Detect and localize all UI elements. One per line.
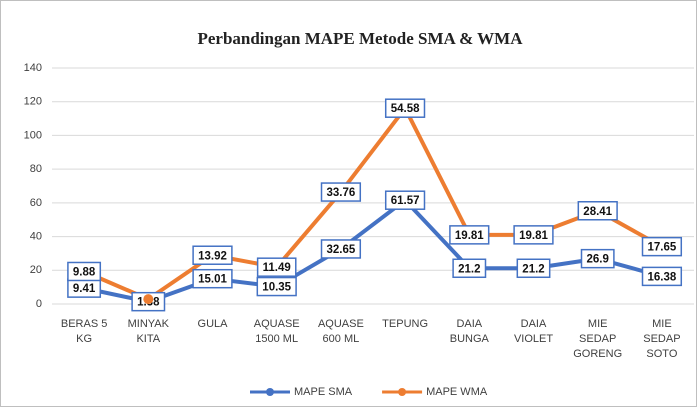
- data-label: 61.57: [384, 190, 426, 210]
- data-label: 21.2: [516, 258, 551, 279]
- data-label-box: [256, 257, 297, 277]
- x-tick-label: MINYAK: [128, 318, 170, 330]
- data-label-box: [384, 190, 426, 210]
- data-label: 16.38: [641, 266, 683, 287]
- data-label: 11.49: [256, 257, 297, 277]
- data-label-box: [641, 266, 683, 287]
- data-label-box: [320, 182, 362, 202]
- y-tick-label: 40: [30, 230, 42, 242]
- data-label: 15.01: [192, 268, 233, 289]
- data-label-text: 11.49: [263, 262, 291, 274]
- data-label-text: 17.65: [648, 242, 677, 254]
- data-label: 33.76: [320, 182, 362, 202]
- data-label-box: [452, 258, 487, 279]
- x-tick-label: SEDAP: [579, 333, 616, 345]
- data-label-text: 19.81: [455, 230, 484, 242]
- x-tick-label: DAIA: [456, 318, 482, 330]
- data-label-box: [641, 236, 683, 257]
- data-label: 17.65: [641, 236, 683, 257]
- series-line: [83, 198, 663, 304]
- data-label-box: [256, 276, 297, 297]
- x-tick-label: MIE: [588, 318, 608, 330]
- data-label-box: [67, 261, 102, 282]
- data-label-text: 61.57: [391, 195, 420, 207]
- x-tick-label: TEPUNG: [382, 318, 428, 330]
- legend-label: MAPE SMA: [294, 386, 353, 398]
- y-tick-label: 140: [24, 62, 42, 74]
- x-tick-label: SOTO: [646, 348, 677, 360]
- data-label-box: [192, 245, 233, 265]
- y-tick-label: 100: [24, 129, 42, 141]
- x-tick-label: SEDAP: [643, 333, 680, 345]
- chart-title: Perbandingan MAPE Metode SMA & WMA: [197, 29, 523, 48]
- y-tick-label: 60: [30, 197, 42, 209]
- data-label-box: [192, 268, 233, 289]
- data-label-text: 54.58: [391, 103, 420, 115]
- data-label: 19.81: [449, 225, 490, 245]
- data-label-text: 21.2: [458, 263, 480, 275]
- x-tick-label: MIE: [652, 318, 672, 330]
- y-tick-label: 0: [36, 298, 42, 310]
- data-label: 13.92: [192, 245, 233, 265]
- legend-marker: [266, 388, 274, 396]
- data-label-box: [449, 225, 490, 245]
- data-label-text: 15.01: [198, 274, 227, 286]
- data-label-text: 26.9: [587, 254, 609, 266]
- legend-marker: [398, 388, 407, 396]
- data-label: 1.38: [131, 291, 166, 312]
- x-tick-label: VIOLET: [514, 333, 553, 345]
- data-label: 9.41: [67, 278, 102, 298]
- x-tick-label: KG: [76, 333, 92, 345]
- x-tick-label: GULA: [198, 318, 229, 330]
- data-label-text: 28.41: [583, 206, 612, 218]
- data-label-box: [580, 248, 615, 269]
- x-tick-label: 1500 ML: [255, 333, 298, 345]
- series-line: [83, 106, 663, 302]
- data-label-text: 32.65: [327, 244, 356, 256]
- y-tick-label: 20: [30, 264, 42, 276]
- data-label-box: [384, 98, 426, 118]
- data-label: 21.2: [452, 258, 487, 279]
- data-label: 54.58: [384, 98, 426, 118]
- data-label: 19.81: [513, 225, 554, 245]
- legend-label: MAPE WMA: [426, 386, 488, 398]
- data-label-text: 33.76: [327, 187, 356, 199]
- data-label-box: [516, 258, 551, 279]
- data-label-box: [577, 201, 618, 221]
- data-label-text: 13.92: [198, 250, 227, 262]
- data-label-text: 21.2: [522, 263, 544, 275]
- data-label-box: [513, 225, 554, 245]
- point: [143, 294, 154, 305]
- x-tick-label: BERAS 5: [61, 318, 107, 330]
- x-tick-label: AQUASE: [254, 318, 300, 330]
- data-label: 26.9: [580, 248, 615, 269]
- data-label: 10.35: [256, 276, 297, 297]
- y-tick-label: 120: [24, 96, 42, 108]
- x-tick-label: DAIA: [521, 318, 547, 330]
- data-label-text: 9.41: [73, 283, 96, 295]
- data-label-text: 10.35: [262, 282, 291, 294]
- x-tick-label: 600 ML: [323, 333, 360, 345]
- data-label-text: 19.81: [519, 230, 548, 242]
- data-label: 9.88: [67, 261, 102, 282]
- data-label-text: 16.38: [648, 271, 677, 283]
- x-tick-label: BUNGA: [450, 333, 490, 345]
- y-tick-label: 80: [30, 163, 42, 175]
- data-label: 28.41: [577, 201, 618, 221]
- data-label-text: 9.88: [73, 267, 96, 279]
- data-label: 32.65: [320, 239, 362, 259]
- x-tick-label: AQUASE: [318, 318, 364, 330]
- x-tick-label: GORENG: [573, 348, 622, 360]
- data-label-box: [320, 239, 362, 259]
- x-tick-label: KITA: [136, 333, 160, 345]
